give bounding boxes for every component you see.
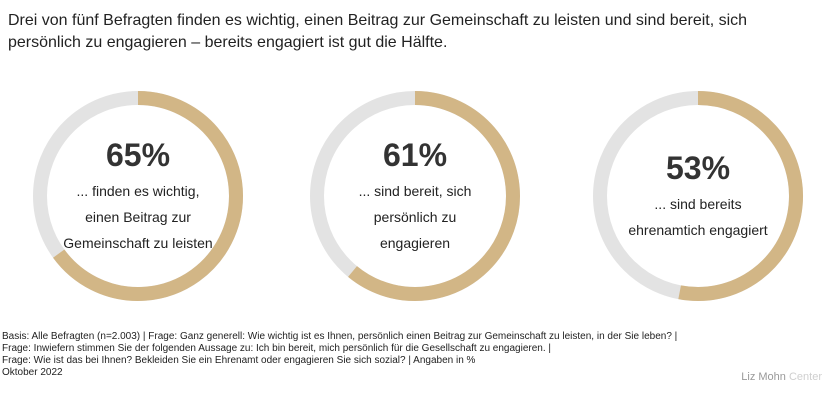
source-footnote: Basis: Alle Befragten (n=2.003) | Frage:… xyxy=(2,331,722,379)
brand-logo: Liz Mohn Center xyxy=(741,371,822,383)
footnote-line: Frage: Inwiefern stimmen Sie der folgend… xyxy=(2,343,552,354)
footnote-line: Frage: Wie ist das bei Ihnen? Bekleiden … xyxy=(2,355,476,366)
donut-value-arc xyxy=(678,91,804,301)
percentage-label: 53% xyxy=(665,150,731,186)
donut-value-arc xyxy=(348,91,520,301)
donut-description: ... sind bereit, sich persönlich zu enga… xyxy=(358,183,472,251)
percentage-label: 65% xyxy=(105,137,171,173)
brand-name-light: Center xyxy=(788,371,822,383)
footnote-line: Oktober 2022 xyxy=(2,367,63,378)
footnote-line: Basis: Alle Befragten (n=2.003) | Frage:… xyxy=(2,331,678,342)
donut-chart-1: 65% ... finden es wichtig, einen Beitrag… xyxy=(30,88,246,304)
brand-name: Liz Mohn xyxy=(741,371,786,383)
chart-title: Drei von fünf Befragten finden es wichti… xyxy=(8,12,748,51)
donut-description: ... sind bereits ehrenamtich engagiert xyxy=(628,196,768,238)
donut-value-arc xyxy=(53,91,243,301)
donut-chart-3: 53% ... sind bereits ehrenamtich engagie… xyxy=(590,88,806,304)
donut-description: ... finden es wichtig, einen Beitrag zur… xyxy=(63,183,213,251)
donut-chart-2: 61% ... sind bereit, sich persönlich zu … xyxy=(307,88,523,304)
percentage-label: 61% xyxy=(382,137,448,173)
